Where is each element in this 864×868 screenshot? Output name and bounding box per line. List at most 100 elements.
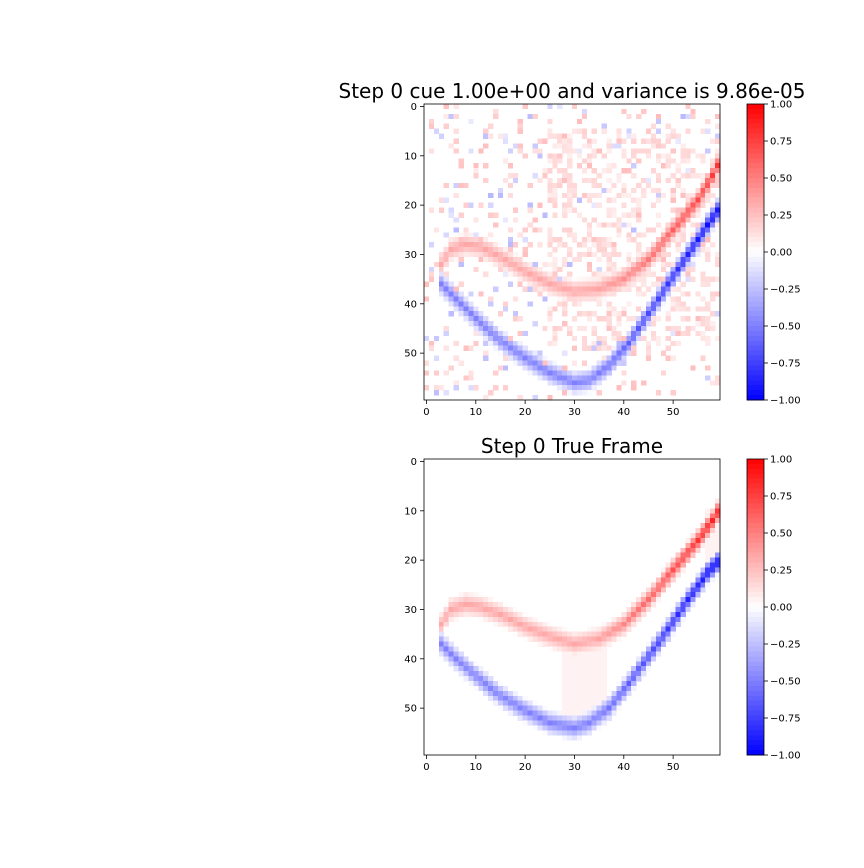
- heatmap-cell: [675, 182, 681, 189]
- heatmap-cell: [611, 266, 617, 273]
- heatmap-cell: [715, 202, 721, 208]
- heatmap-cell: [428, 123, 435, 129]
- heatmap-cell: [488, 247, 494, 253]
- heatmap-cell: [438, 626, 445, 632]
- heatmap-cell: [527, 360, 533, 366]
- heatmap-cell: [655, 577, 662, 583]
- heatmap-cell: [547, 252, 553, 258]
- heatmap-cell: [567, 286, 573, 292]
- heatmap-cell: [522, 330, 528, 337]
- heatmap-cell: [665, 153, 671, 159]
- colorbar-segment: [747, 661, 764, 667]
- heatmap-cell: [493, 330, 499, 337]
- heatmap-cell: [562, 143, 568, 149]
- heatmap-cell: [517, 695, 523, 702]
- heatmap-cell: [532, 715, 538, 721]
- heatmap-cell: [468, 671, 474, 677]
- heatmap-cell: [517, 266, 523, 273]
- heatmap-cell: [576, 375, 583, 381]
- heatmap-cell: [715, 148, 721, 154]
- heatmap-cell: [443, 616, 449, 623]
- heatmap-cell: [591, 286, 597, 292]
- heatmap-cell: [670, 301, 676, 307]
- heatmap-cell: [443, 326, 449, 332]
- heatmap-cell: [685, 256, 691, 263]
- heatmap-cell: [562, 192, 568, 199]
- heatmap-cell: [552, 360, 558, 366]
- heatmap-cell: [542, 705, 548, 711]
- heatmap-cell: [700, 222, 706, 228]
- heatmap-cell: [631, 173, 637, 179]
- heatmap-cell: [552, 281, 558, 287]
- colorbar-tick-label: −1.00: [770, 396, 801, 407]
- colorbar-segment: [747, 641, 764, 647]
- heatmap-cell: [655, 222, 662, 228]
- colorbar-segment: [747, 537, 764, 544]
- heatmap-cell: [453, 651, 459, 657]
- heatmap-cell: [572, 182, 578, 189]
- heatmap-cell: [547, 281, 553, 287]
- heatmap-cell: [522, 700, 528, 706]
- heatmap-cell: [621, 621, 627, 628]
- heatmap-cell: [428, 148, 435, 154]
- heatmap-cell: [557, 646, 563, 652]
- heatmap-cell: [552, 143, 558, 149]
- heatmap-cell: [695, 537, 701, 544]
- heatmap-cell: [646, 345, 652, 351]
- colorbar-tick-label: 0.25: [770, 211, 792, 222]
- heatmap-cell: [562, 730, 568, 736]
- heatmap-cell: [715, 508, 721, 514]
- heatmap-cell: [690, 256, 696, 263]
- heatmap-cell: [488, 252, 494, 258]
- heatmap-cell: [581, 217, 588, 223]
- colorbar-segment: [747, 671, 764, 677]
- heatmap-cell: [567, 197, 573, 203]
- heatmap-cell: [483, 602, 489, 608]
- heatmap-cell: [463, 611, 469, 618]
- heatmap-cell: [532, 271, 538, 277]
- heatmap-cell: [715, 547, 721, 554]
- heatmap-cell: [591, 700, 597, 706]
- heatmap-cell: [601, 676, 607, 682]
- heatmap-cell: [537, 350, 543, 356]
- heatmap-cell: [572, 631, 578, 637]
- heatmap-cell: [626, 113, 632, 120]
- heatmap-cell: [562, 242, 568, 248]
- heatmap-cell: [591, 685, 597, 692]
- heatmap-cell: [591, 217, 597, 223]
- heatmap-cell: [685, 153, 691, 159]
- heatmap-cell: [527, 266, 533, 273]
- heatmap-cell: [685, 552, 691, 558]
- heatmap-cell: [715, 197, 721, 203]
- heatmap-cell: [601, 370, 607, 376]
- heatmap-cell: [675, 227, 681, 233]
- heatmap-cell: [655, 212, 662, 218]
- heatmap-cell: [705, 256, 711, 263]
- heatmap-cell: [527, 301, 533, 307]
- heatmap-cell: [675, 607, 681, 613]
- heatmap-cell: [576, 153, 583, 159]
- heatmap-cell: [641, 380, 647, 386]
- heatmap-cell: [453, 306, 459, 312]
- colorbar-segment: [747, 330, 764, 337]
- heatmap-cell: [428, 276, 435, 282]
- heatmap-cell: [695, 321, 701, 327]
- colorbar-segment: [747, 567, 764, 573]
- heatmap-cell: [646, 651, 652, 657]
- heatmap-cell: [586, 143, 593, 149]
- heatmap-cell: [493, 681, 499, 687]
- heatmap-cell: [705, 227, 711, 233]
- colorbar-segment: [747, 252, 764, 258]
- heatmap-cell: [690, 365, 696, 371]
- heatmap-cell: [601, 345, 607, 351]
- heatmap-cell: [576, 710, 583, 716]
- heatmap-cell: [596, 182, 602, 189]
- heatmap-cell: [670, 390, 676, 396]
- heatmap-cell: [581, 311, 588, 317]
- heatmap-cell: [591, 330, 597, 337]
- heatmap-cell: [562, 301, 568, 307]
- heatmap-cell: [517, 360, 523, 366]
- heatmap-cell: [670, 286, 676, 292]
- heatmap-cell: [502, 266, 509, 273]
- heatmap-cell: [646, 148, 652, 154]
